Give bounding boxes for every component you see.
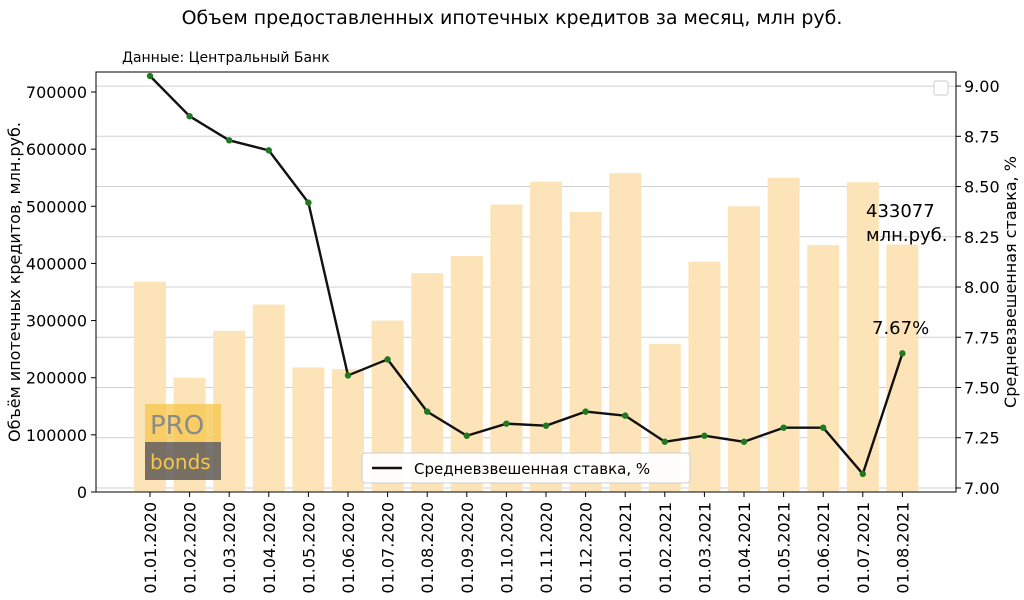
rate-point-01.06.2021 [820,424,827,431]
x-tick-label: 01.06.2020 [339,502,358,594]
rate-point-01.08.2020 [424,408,431,415]
right-tick-label: 8.25 [964,228,1000,247]
left-axis-label: Объём ипотечных кредитов, млн.руб. [5,122,24,442]
bar-01.12.2020 [569,212,602,492]
x-tick-label: 01.08.2021 [893,502,912,594]
logo-bottom-box [145,442,221,480]
rate-line [149,75,904,476]
x-tick-label: 01.05.2021 [775,502,794,594]
right-tick-label: 8.50 [964,178,1000,197]
right-tick-label: 7.50 [964,379,1000,398]
right-tick-label: 8.00 [964,278,1000,297]
last-value-unit-annotation: млн.руб. [866,225,947,246]
x-tick-label: 01.09.2020 [458,502,477,594]
left-tick-label: 300000 [26,312,87,331]
rate-point-01.06.2020 [344,372,352,379]
x-tick-label: 01.02.2020 [181,502,200,594]
bar-01.04.2020 [252,304,285,492]
right-axis-label: Средневзвешенная ставка, % [1001,156,1020,408]
x-tick-label: 01.03.2021 [695,502,714,594]
x-tick-label: 01.07.2021 [854,502,873,594]
chart-subtitle: Данные: Центральный Банк [122,50,330,66]
probonds-logo: PRO bonds [145,404,221,480]
rate-point-01.10.2020 [503,420,510,427]
empty-legend-box [933,80,949,96]
left-tick-label: 600000 [26,140,87,159]
rate-point-01.02.2020 [186,113,193,120]
left-tick-label: 100000 [26,426,87,445]
rate-point-01.11.2020 [542,422,550,429]
last-rate-annotation: 7.67% [872,318,929,339]
right-tick-label: 7.75 [964,328,1000,347]
legend-box [361,452,691,484]
x-tick-label: 01.04.2021 [735,502,754,594]
x-tick-label: 01.02.2021 [656,502,675,594]
left-tick-label: 700000 [26,83,87,102]
rate-point-01.05.2021 [780,424,787,431]
rate-point-01.01.2021 [622,412,629,419]
bar-01.11.2020 [530,181,562,492]
rate-point-01.12.2020 [582,408,589,415]
bar-01.05.2020 [292,367,325,492]
rate-point-01.04.2021 [740,438,748,445]
x-axis-ticks: 01.01.2020 01.02.2020 01.03.2020 01.04.2020… [141,492,912,594]
logo-top-box [145,404,221,442]
left-tick-label: 500000 [26,197,87,216]
right-axis-ticks: 7.00 7.25 7.50 7.75 8.00 8.25 8.50 8.75 9.00 [956,77,1000,498]
right-tick-label: 7.25 [964,429,1000,448]
left-tick-label: 200000 [26,369,87,388]
rate-point-01.08.2021 [899,350,906,357]
rate-point-01.07.2021 [859,470,866,478]
bar-01.10.2020 [490,204,523,493]
x-tick-label: 01.08.2020 [418,502,437,594]
logo-text-bonds: bonds [150,450,211,474]
bar-01.06.2021 [807,245,840,492]
right-tick-label: 8.75 [964,127,1000,146]
bar-series [134,173,919,493]
right-tick-label: 7.00 [964,479,1000,498]
x-tick-label: 01.07.2020 [379,502,398,594]
bar-01.04.2021 [728,206,760,493]
bar-01.01.2021 [609,173,642,492]
legend-label: Средневзвешенная ставка, % [414,460,650,478]
rate-point-01.03.2020 [226,137,233,144]
bar-01.08.2021 [886,244,919,492]
plot-frame [95,71,957,493]
rate-point-01.04.2020 [265,147,272,154]
rate-point-01.05.2020 [305,199,312,206]
bar-01.05.2021 [767,177,800,492]
bar-01.03.2021 [688,261,721,492]
x-tick-label: 01.05.2020 [299,502,318,594]
right-tick-label: 9.00 [964,77,1000,96]
left-tick-label: 0 [77,483,87,502]
rate-line-series [146,72,906,478]
rate-point-01.01.2020 [146,72,154,80]
x-tick-label: 01.01.2020 [141,502,160,594]
left-axis-ticks: 0 100000 200000 300000 400000 500000 600000 700… [26,83,96,502]
x-tick-label: 01.03.2020 [220,502,239,594]
rate-point-01.02.2021 [661,438,668,445]
x-tick-label: 01.10.2020 [497,502,516,594]
rate-point-01.09.2020 [463,432,470,439]
last-value-annotation: 433077 [866,201,935,222]
x-tick-label: 01.11.2020 [537,502,556,594]
logo-text-pro: PRO [150,411,204,441]
x-tick-label: 01.06.2021 [814,502,833,594]
rate-point-01.07.2020 [384,356,391,363]
x-tick-label: 01.04.2020 [260,502,279,594]
bar-01.06.2020 [332,369,364,492]
left-tick-label: 400000 [26,254,87,273]
legend: Средневзвешенная ставка, % [361,452,691,484]
x-tick-label: 01.12.2020 [577,502,596,594]
x-tick-label: 01.01.2021 [616,502,635,594]
rate-point-01.03.2021 [701,432,708,439]
chart-title: Объем предоставленных ипотечных кредитов… [182,7,843,29]
